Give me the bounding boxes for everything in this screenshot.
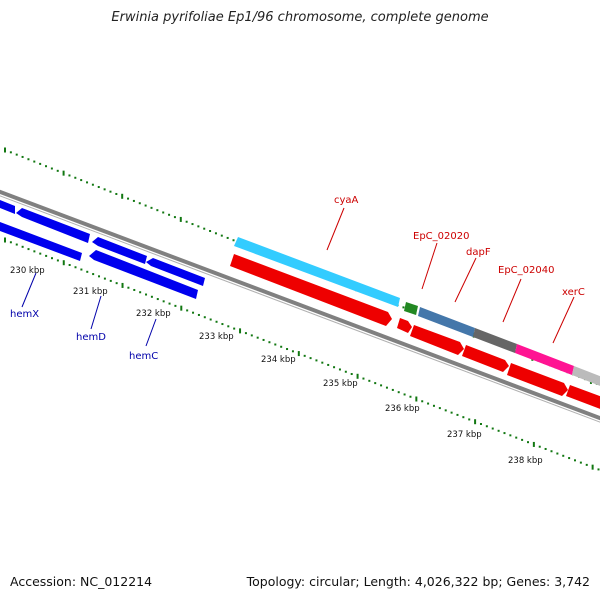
- scale-label-230: 230 kbp: [10, 266, 45, 276]
- scale-label-231: 231 kbp: [73, 287, 108, 297]
- accession-text: Accession: NC_012214: [10, 574, 153, 589]
- gene-label-hemX: hemX: [10, 309, 39, 320]
- gene-hemX-block[interactable]: [0, 200, 15, 214]
- scale-label-238: 238 kbp: [508, 456, 543, 466]
- backbone-line-inner: [0, 195, 600, 423]
- leader-xerC: [552, 296, 575, 344]
- scale-label-237: 237 kbp: [447, 430, 482, 440]
- tick-marks: [4, 147, 600, 471]
- gene-lightgray-block[interactable]: [572, 366, 600, 387]
- gene-cyaA-lower-block[interactable]: [230, 254, 392, 326]
- gene-xerC-red-block[interactable]: [507, 363, 568, 396]
- leader-hemC: [145, 318, 157, 347]
- scale-label-232: 232 kbp: [136, 309, 171, 319]
- gene-label-xerC: xerC: [562, 287, 585, 298]
- gene-hemC-block[interactable]: [146, 258, 205, 286]
- gene-EpC-02040-red-block[interactable]: [462, 345, 509, 372]
- scale-label-234: 234 kbp: [261, 355, 296, 365]
- gene-label-hemD: hemD: [76, 332, 106, 343]
- leader-EpC-02040: [502, 278, 522, 323]
- backbone-line-outer: [0, 189, 600, 421]
- leader-hemX: [21, 272, 37, 308]
- gene-hemY-block[interactable]: [16, 208, 90, 243]
- scale-label-233: 233 kbp: [199, 332, 234, 342]
- gene-hemD-block[interactable]: [92, 237, 147, 264]
- topology-text: Topology: circular; Length: 4,026,322 bp…: [246, 574, 590, 589]
- leader-dapF: [454, 257, 477, 303]
- gene-label-EpC-02020: EpC_02020: [413, 231, 469, 242]
- gene-EpC-02040-dark-block[interactable]: [473, 328, 517, 353]
- gene-label-EpC-02040: EpC_02040: [498, 265, 554, 276]
- leader-EpC-02020: [421, 242, 438, 290]
- gene-dapF-red-block[interactable]: [410, 325, 464, 355]
- gene-dapF-block[interactable]: [418, 307, 475, 337]
- gene-hemD-lower-block[interactable]: [89, 250, 198, 299]
- scale-label-236: 236 kbp: [385, 404, 420, 414]
- leader-cyaA: [326, 207, 345, 251]
- gene-label-hemC: hemC: [129, 351, 158, 362]
- scale-labels: 230 kbp 231 kbp 232 kbp 233 kbp 234 kbp …: [10, 266, 543, 466]
- gene-cyaA-block[interactable]: [234, 237, 400, 307]
- gene-EpC-02020-block[interactable]: [404, 302, 418, 315]
- gene-label-cyaA: cyaA: [334, 195, 359, 206]
- gene-xerC-red-block-2[interactable]: [566, 385, 600, 410]
- gene-hemX-block-lower[interactable]: [0, 222, 82, 261]
- gene-small-red-block[interactable]: [397, 318, 412, 333]
- leader-hemD: [90, 295, 102, 330]
- map-title: Erwinia pyrifoliae Ep1/96 chromosome, co…: [111, 10, 489, 25]
- gene-label-dapF: dapF: [466, 247, 491, 258]
- scale-label-235: 235 kbp: [323, 379, 358, 389]
- gene-pink-block[interactable]: [515, 344, 574, 375]
